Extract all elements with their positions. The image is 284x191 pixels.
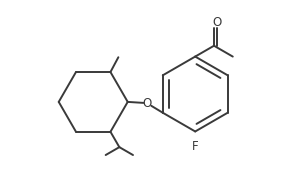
Text: O: O — [143, 97, 152, 110]
Text: F: F — [192, 140, 199, 153]
Text: O: O — [212, 16, 222, 29]
